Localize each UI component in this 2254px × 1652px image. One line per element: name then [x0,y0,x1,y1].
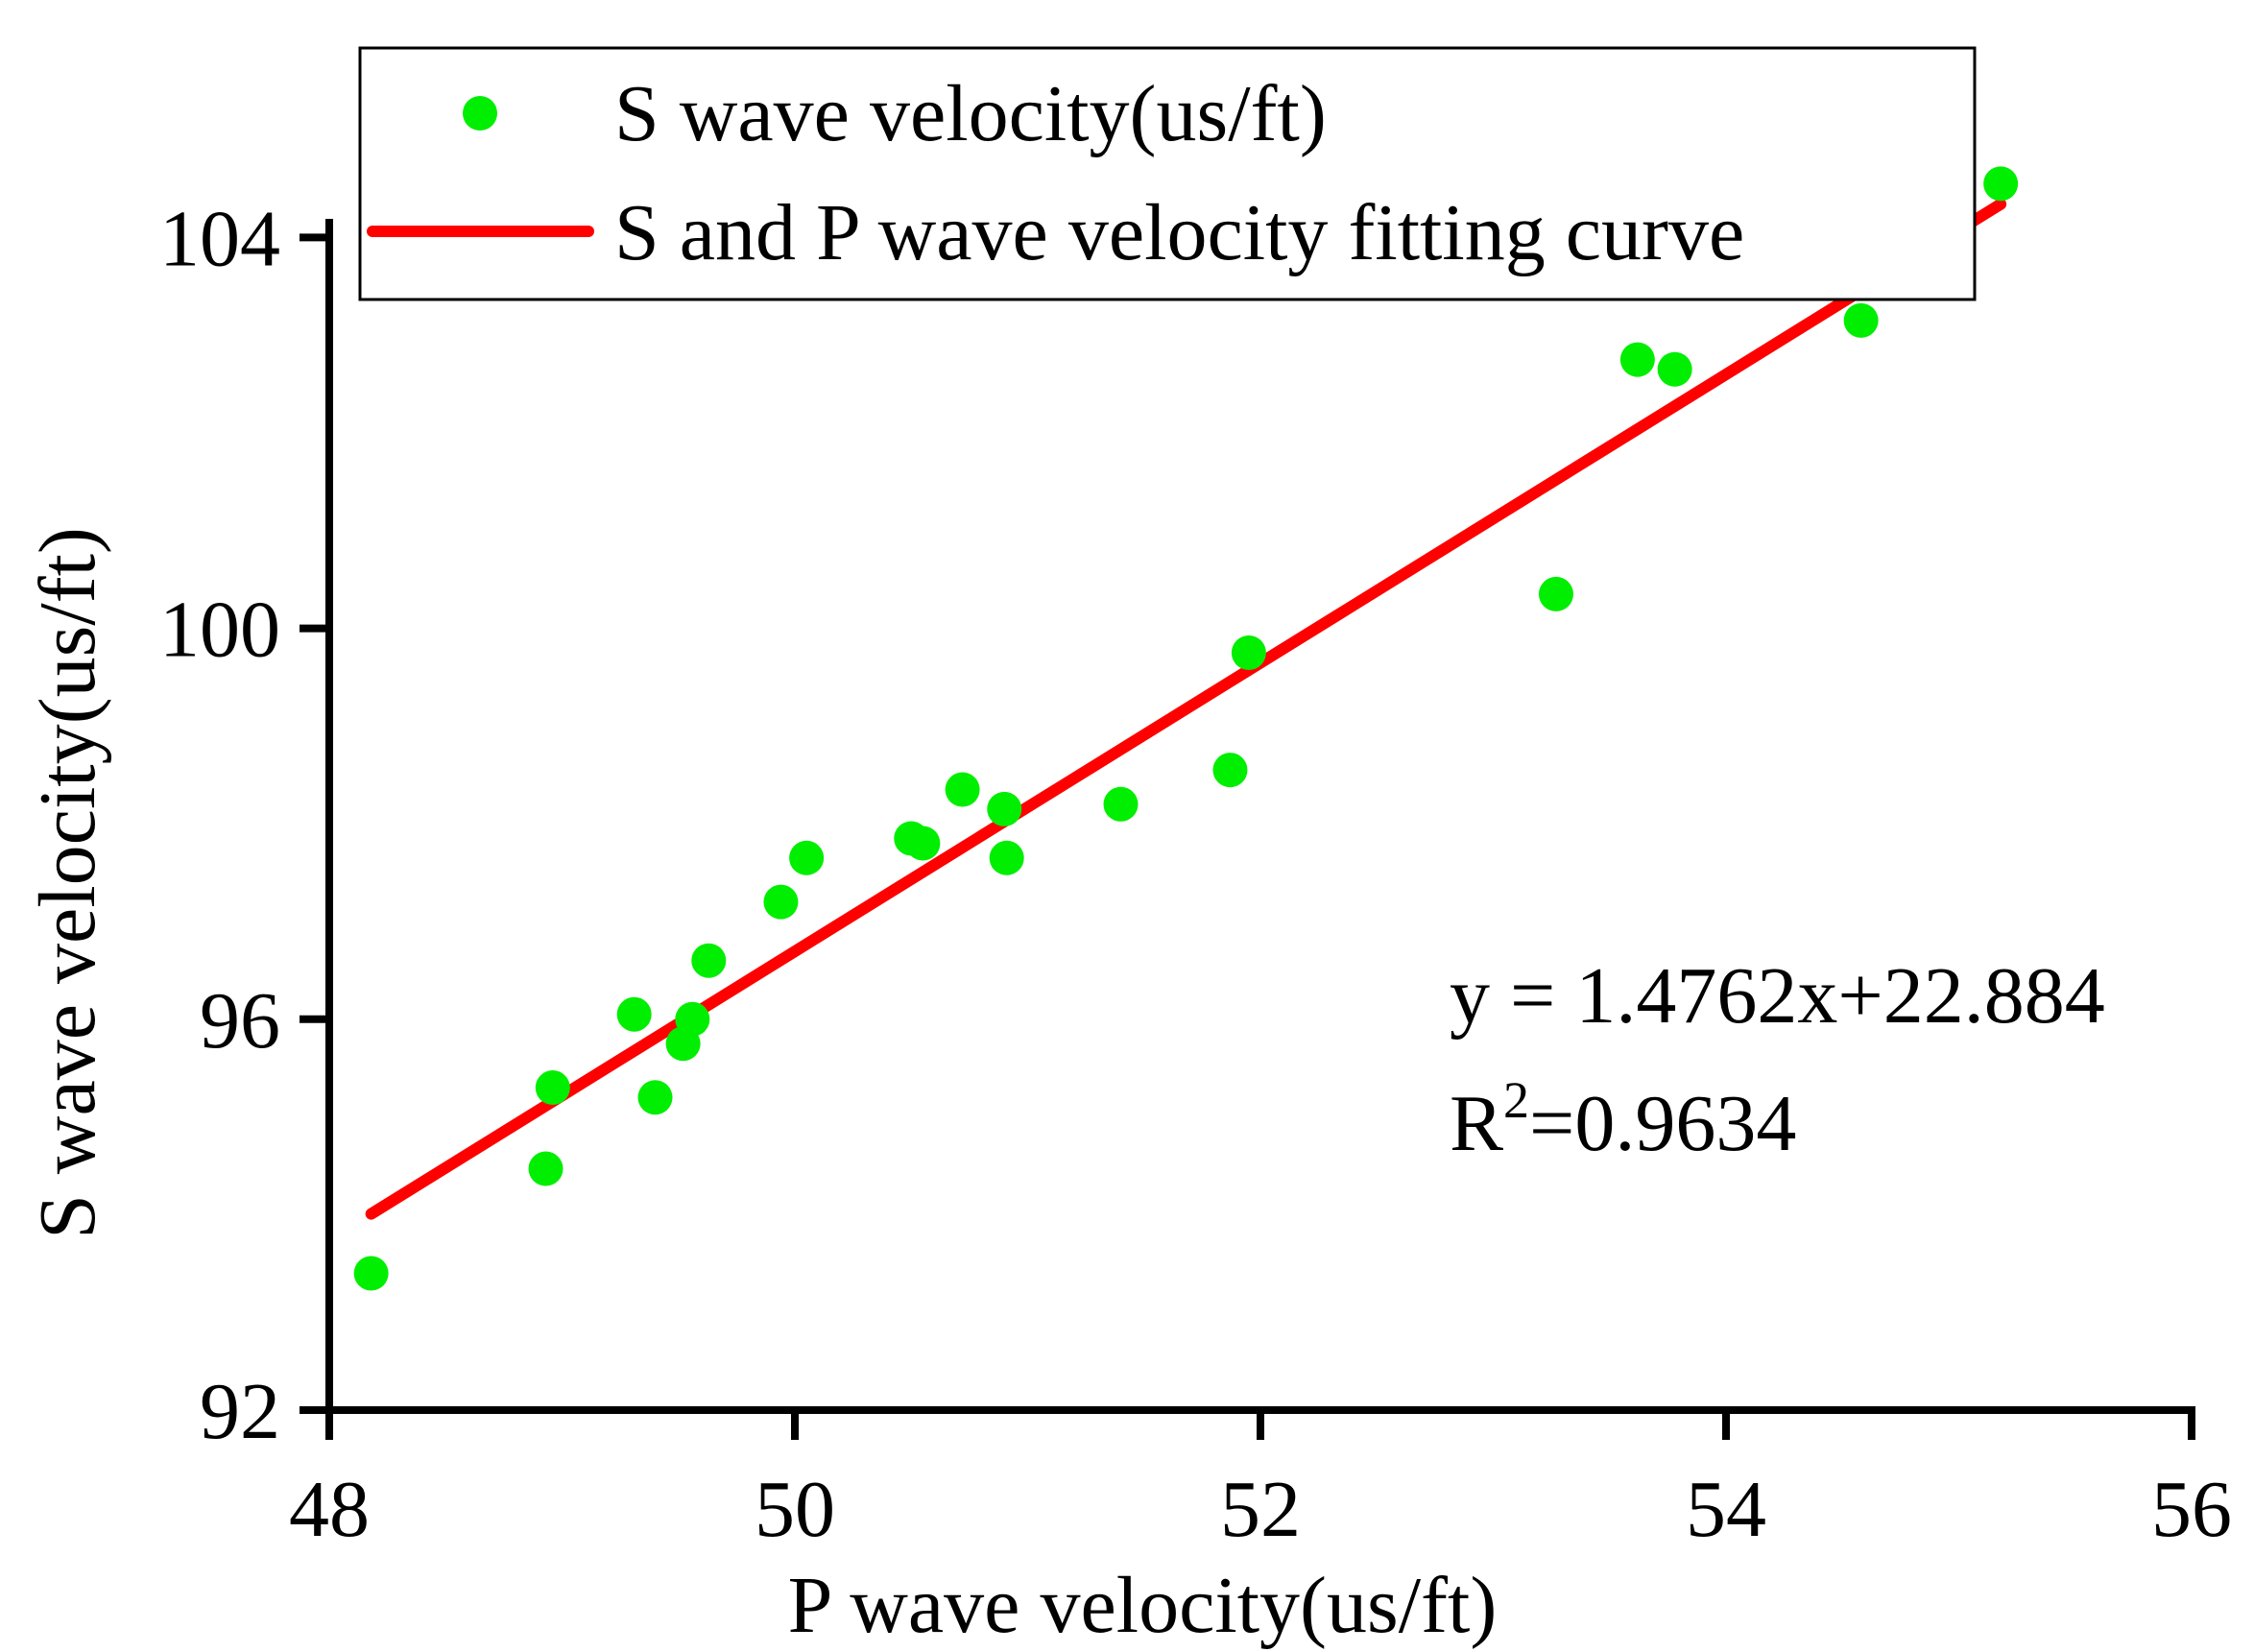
r-squared-prefix: R [1450,1079,1503,1168]
scatter-point [353,1256,389,1291]
scatter-point [691,943,727,978]
scatter-point [789,840,825,875]
y-ticks: 92 96 100 104 [159,194,329,1456]
scatter-point [1619,342,1655,377]
x-tick-label: 50 [755,1465,835,1554]
y-tick-label: 96 [200,976,280,1065]
y-tick-label: 100 [159,586,280,675]
x-ticks: 48 50 52 54 56 [289,1410,2232,1554]
scatter-point [528,1151,564,1186]
legend-marker-scatter [463,96,497,131]
scatter-point [535,1070,570,1106]
equation-annotation: y = 1.4762x+22.884 [1450,951,2105,1041]
x-axis-title: P wave velocity(us/ft) [788,1561,1498,1650]
y-tick-label: 104 [159,194,280,283]
scatter-point [989,840,1024,875]
scatter-point [616,996,652,1032]
fit-line [365,198,2007,1220]
scatter-point [637,1080,673,1115]
legend-label-line: S and P wave velocity fitting curve [614,188,1744,277]
x-tick-label: 56 [2151,1465,2232,1554]
scatter-points [353,166,2019,1291]
x-tick-label: 54 [1686,1465,1766,1554]
legend: S wave velocity(us/ft) S and P wave velo… [358,46,1977,301]
scatter-point [1212,753,1248,788]
y-axis-title: S wave velocity(us/ft) [23,527,112,1239]
legend-box [358,46,1977,301]
scatter-point [1538,576,1573,611]
r-squared-superscript: 2 [1503,1071,1529,1129]
scatter-point [1843,302,1879,338]
x-tick-label: 48 [289,1465,370,1554]
scatter-point [987,791,1022,826]
r-squared-value: =0.9634 [1529,1079,1796,1168]
scatter-point [945,772,980,807]
scatter-point [763,884,799,920]
scatter-point [675,1001,710,1037]
scatter-point [1983,166,2019,202]
scatter-point [1103,786,1139,822]
r-squared-annotation: R2=0.9634 [1450,1071,1796,1168]
legend-label-scatter: S wave velocity(us/ft) [614,69,1327,158]
scatter-point [1657,351,1692,387]
fit-line-group [365,198,2007,1220]
scatter-point [905,826,941,861]
x-tick-label: 52 [1220,1465,1301,1554]
scatter-point [1231,635,1266,671]
y-tick-label: 92 [200,1367,280,1456]
